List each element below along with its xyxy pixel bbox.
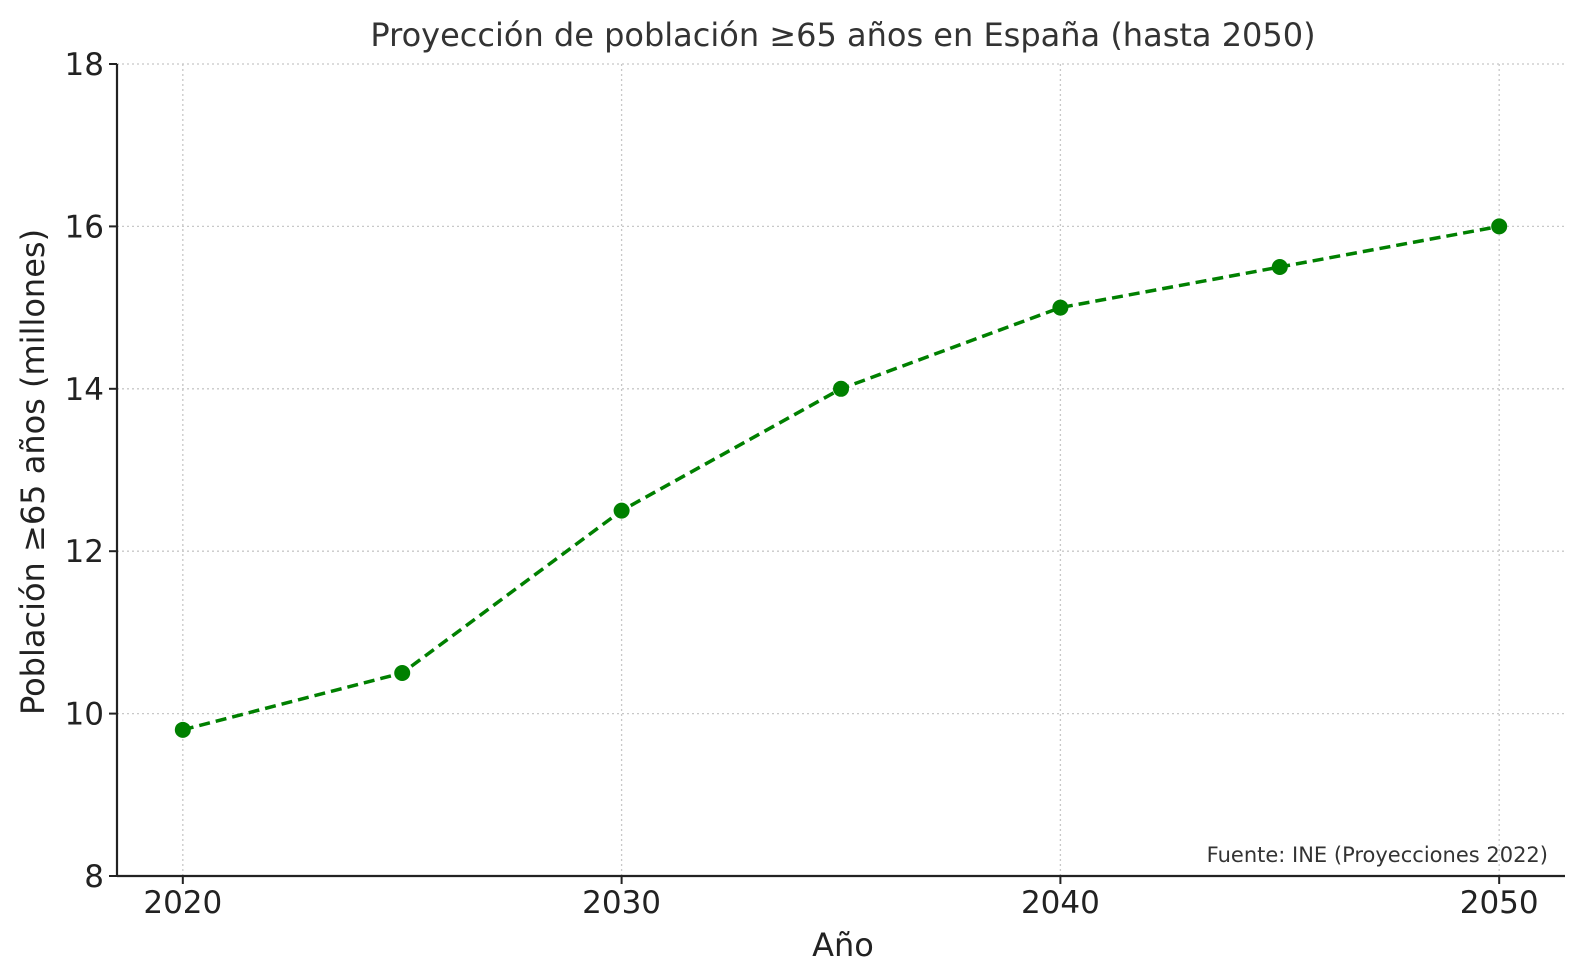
y-tick-label: 8 — [84, 859, 104, 895]
data-point — [1271, 259, 1288, 275]
data-point — [613, 502, 630, 519]
data-point — [833, 380, 849, 397]
x-tick-label: 2030 — [582, 885, 661, 921]
x-axis-label: Año — [812, 926, 874, 964]
source-annotation: Fuente: INE (Proyecciones 2022) — [1207, 843, 1548, 867]
x-tick-label: 2040 — [1021, 885, 1100, 921]
y-tick-label: 14 — [65, 372, 104, 408]
data-point — [394, 665, 411, 681]
grid-lines — [117, 63, 1565, 876]
data-point — [1052, 299, 1069, 316]
tick-labels: 2020 2030 2040 2050 8 10 12 14 16 18 — [65, 47, 1539, 921]
x-tick-label: 2020 — [143, 885, 222, 921]
y-tick-label: 18 — [65, 47, 104, 83]
x-tick-label: 2050 — [1460, 885, 1539, 921]
y-tick-label: 12 — [65, 534, 104, 570]
y-axis-label: Población ≥65 años (millones) — [14, 229, 52, 715]
y-tick-label: 10 — [65, 697, 104, 733]
chart-title: Proyección de población ≥65 años en Espa… — [370, 16, 1315, 54]
data-point — [174, 721, 191, 738]
series-line — [182, 224, 1500, 732]
y-tick-label: 16 — [65, 209, 104, 245]
chart-axes — [109, 63, 1565, 884]
data-point — [1491, 218, 1508, 235]
series-group — [174, 218, 1508, 738]
